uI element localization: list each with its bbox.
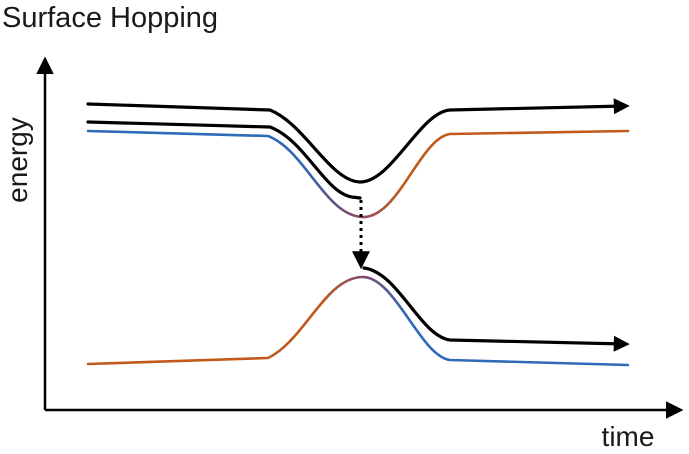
trajectory-lower xyxy=(362,266,630,352)
lower-state-curve xyxy=(86,275,630,367)
x-axis-label: time xyxy=(602,421,655,452)
upper-state-curve xyxy=(86,129,630,219)
diagram-title: Surface Hopping xyxy=(2,2,219,34)
trajectory-upper-inner xyxy=(86,120,362,200)
trajectory-upper-outer xyxy=(86,98,630,184)
y-axis-label: energy xyxy=(2,117,33,203)
